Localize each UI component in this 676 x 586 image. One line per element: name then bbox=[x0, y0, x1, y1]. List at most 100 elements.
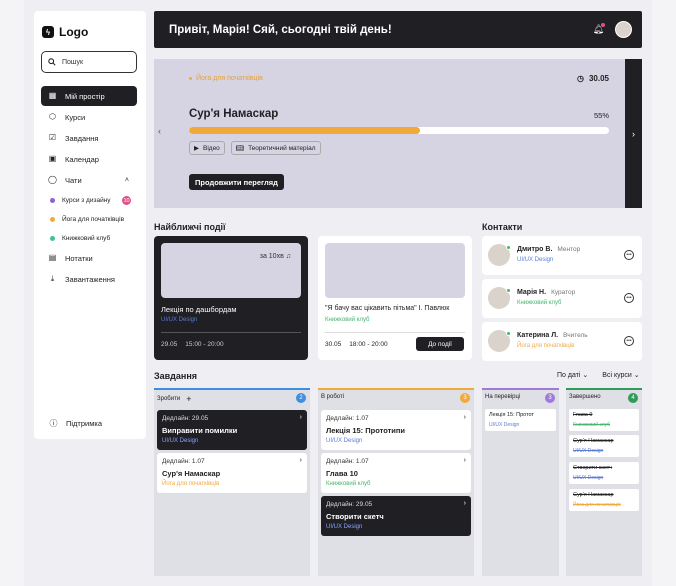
message-icon[interactable]: ••• bbox=[624, 336, 634, 346]
sort-date-dropdown[interactable]: По даті ⌄ bbox=[557, 371, 588, 379]
chat-item-label: Курси з дизайну bbox=[62, 197, 111, 204]
event-image bbox=[161, 243, 301, 298]
task-tag: Йога для початківців bbox=[573, 502, 621, 508]
cube-icon: ⬡ bbox=[49, 112, 56, 121]
column-count: 3 bbox=[545, 393, 555, 403]
chevron-right-icon[interactable]: › bbox=[299, 414, 302, 421]
course-tag: Йога для початківців bbox=[189, 75, 263, 82]
sidebar-item-chats[interactable]: ◯ Чати ˄ bbox=[41, 170, 137, 190]
dropdown-label: Всі курси bbox=[602, 372, 632, 379]
color-dot bbox=[50, 236, 55, 241]
color-dot bbox=[50, 198, 55, 203]
event-card[interactable]: "Я бачу вас цікавить пітьма" І. Павлюк К… bbox=[318, 236, 472, 360]
sidebar-item-notes[interactable]: ▤ Нотатки bbox=[41, 248, 137, 268]
material-chips: ▶︎ Відео 📖︎ Теоретичний матеріал bbox=[189, 141, 321, 155]
task-card[interactable]: Дедлайн: 29.05 Створити скетч UI/UX Desi… bbox=[321, 496, 471, 536]
video-chip[interactable]: ▶︎ Відео bbox=[189, 141, 225, 155]
support-label: Підтримка bbox=[66, 419, 103, 428]
progress-bar-fill bbox=[189, 127, 420, 134]
event-card[interactable]: за 10хв ♫ Лекція по дашбордам UI/UX Desi… bbox=[154, 236, 308, 360]
contact-card[interactable]: Катерина Л. Вчитель Йога для початківців … bbox=[482, 322, 642, 361]
go-to-event-button[interactable]: До події bbox=[416, 337, 464, 351]
message-icon[interactable]: ••• bbox=[624, 293, 634, 303]
contact-card[interactable]: Марія Н. Куратор Книжковий клуб ••• bbox=[482, 279, 642, 318]
logo[interactable]: ϟ Logo bbox=[42, 25, 88, 39]
theory-chip[interactable]: 📖︎ Теоретичний матеріал bbox=[230, 141, 321, 155]
task-tag: UI/UX Design bbox=[326, 438, 363, 444]
search-input[interactable]: Пошук bbox=[41, 51, 137, 73]
task-card[interactable]: Глава 9 Книжковий клуб bbox=[569, 409, 639, 431]
event-title: Лекція по дашбордам bbox=[161, 305, 237, 314]
clock-icon: ◷ bbox=[577, 74, 584, 83]
event-date: 29.05 bbox=[161, 341, 178, 348]
bell-icon[interactable]: 🔔︎ bbox=[592, 24, 604, 34]
sidebar-nav: ▦ Мій простір ⬡ Курси ☑ Завдання ▣ Кален… bbox=[41, 86, 137, 290]
sidebar-item-label: Мій простір bbox=[65, 91, 105, 101]
chevron-down-icon: ⌄ bbox=[582, 372, 589, 379]
divider bbox=[325, 332, 465, 333]
task-tag: UI/UX Design bbox=[573, 475, 604, 481]
task-title: Виправити помилки bbox=[162, 426, 238, 435]
next-slide-button[interactable]: › bbox=[625, 59, 642, 208]
task-card[interactable]: Сур'я Намаскар Йога для початківців bbox=[569, 489, 639, 511]
task-card[interactable]: Створити скетч UI/UX Design bbox=[569, 462, 639, 484]
avatar[interactable] bbox=[615, 21, 632, 38]
continue-course-card: Йога для початківців ◷ 30.05 Сур'я Намас… bbox=[154, 59, 642, 208]
sidebar-item-calendar[interactable]: ▣ Календар bbox=[41, 149, 137, 169]
chevron-left-icon[interactable]: ‹ bbox=[158, 126, 161, 136]
course-tag-label: Йога для початківців bbox=[196, 75, 263, 82]
column-done: Завершено 4 Глава 9 Книжковий клуб Сур'я… bbox=[566, 388, 642, 576]
task-title: Лекція 15: Прототипи bbox=[326, 426, 406, 435]
contact-name-label: Марія Н. bbox=[517, 289, 547, 296]
chevron-right-icon[interactable]: › bbox=[463, 457, 466, 464]
event-countdown: за 10хв ♫ bbox=[260, 253, 291, 260]
sidebar-item-tasks[interactable]: ☑ Завдання bbox=[41, 128, 137, 148]
task-card[interactable]: Дедлайн: 1.07 Глава 10 Книжковий клуб › bbox=[321, 453, 471, 493]
chevron-up-icon[interactable]: ˄ bbox=[124, 176, 129, 184]
sidebar: ϟ Logo Пошук ▦ Мій простір ⬡ Курси ☑ Зав… bbox=[34, 11, 146, 439]
column-name: Зробити bbox=[157, 396, 181, 402]
chevron-right-icon[interactable]: › bbox=[463, 500, 466, 507]
sidebar-item-downloads[interactable]: ⤓ Завантаження bbox=[41, 269, 137, 289]
chat-item-book-club[interactable]: Книжковий клуб bbox=[41, 229, 137, 248]
task-card[interactable]: Лекція 15: Протот UI/UX Design bbox=[485, 409, 556, 431]
progress-bar bbox=[189, 127, 609, 134]
sidebar-item-label: Нотатки bbox=[65, 253, 93, 263]
contact-card[interactable]: Дмитро В. Ментор UI/UX Design ••• bbox=[482, 236, 642, 275]
task-deadline: Дедлайн: 1.07 bbox=[326, 458, 369, 465]
support-link[interactable]: ⓘ Підтримка bbox=[49, 419, 103, 428]
continue-button[interactable]: Продовжити перегляд bbox=[189, 174, 284, 190]
column-name: В роботі bbox=[321, 394, 345, 400]
sidebar-item-label: Чати bbox=[65, 175, 82, 185]
chat-item-yoga[interactable]: Йога для початківців bbox=[41, 210, 137, 229]
sidebar-item-my-space[interactable]: ▦ Мій простір bbox=[41, 86, 137, 106]
column-name: На перевірці bbox=[485, 394, 521, 400]
grid-icon: ▦ bbox=[48, 91, 57, 100]
plus-icon[interactable]: + bbox=[186, 394, 192, 404]
contact-role: Ментор bbox=[557, 246, 581, 253]
event-date: 30.05 bbox=[325, 341, 342, 348]
task-title: Глава 9 bbox=[573, 412, 593, 418]
sidebar-item-label: Завантаження bbox=[65, 274, 115, 284]
column-count: 3 bbox=[460, 393, 470, 403]
task-deadline: Дедлайн: 29.05 bbox=[326, 501, 373, 508]
chevron-right-icon[interactable]: › bbox=[299, 457, 302, 464]
countdown-label: за 10хв bbox=[259, 253, 284, 260]
contact-name-label: Дмитро В. bbox=[517, 246, 553, 253]
task-card[interactable]: Дедлайн: 29.05 Виправити помилки UI/UX D… bbox=[157, 410, 307, 450]
chevron-right-icon[interactable]: › bbox=[463, 414, 466, 421]
column-todo: Зробити + 2 Дедлайн: 29.05 Виправити пом… bbox=[154, 388, 310, 576]
courses-dropdown[interactable]: Всі курси ⌄ bbox=[602, 371, 639, 379]
task-card[interactable]: Дедлайн: 1.07 Лекція 15: Прототипи UI/UX… bbox=[321, 410, 471, 450]
message-icon[interactable]: ••• bbox=[624, 250, 634, 260]
task-card[interactable]: Дедлайн: 1.07 Сур'я Намаскар Йога для по… bbox=[157, 453, 307, 493]
contact-name: Марія Н. Куратор bbox=[517, 289, 575, 296]
chat-item-design[interactable]: Курси з дизайну 10 bbox=[41, 191, 137, 210]
task-tag: Книжковий клуб bbox=[573, 422, 611, 428]
sidebar-item-courses[interactable]: ⬡ Курси bbox=[41, 107, 137, 127]
progress-label: 55% bbox=[594, 111, 610, 120]
task-card[interactable]: Сур'я Намаскар UI/UX Design bbox=[569, 435, 639, 457]
contact-role: Куратор bbox=[551, 289, 576, 296]
avatar bbox=[488, 287, 510, 309]
column-name: Завершено bbox=[569, 394, 601, 400]
